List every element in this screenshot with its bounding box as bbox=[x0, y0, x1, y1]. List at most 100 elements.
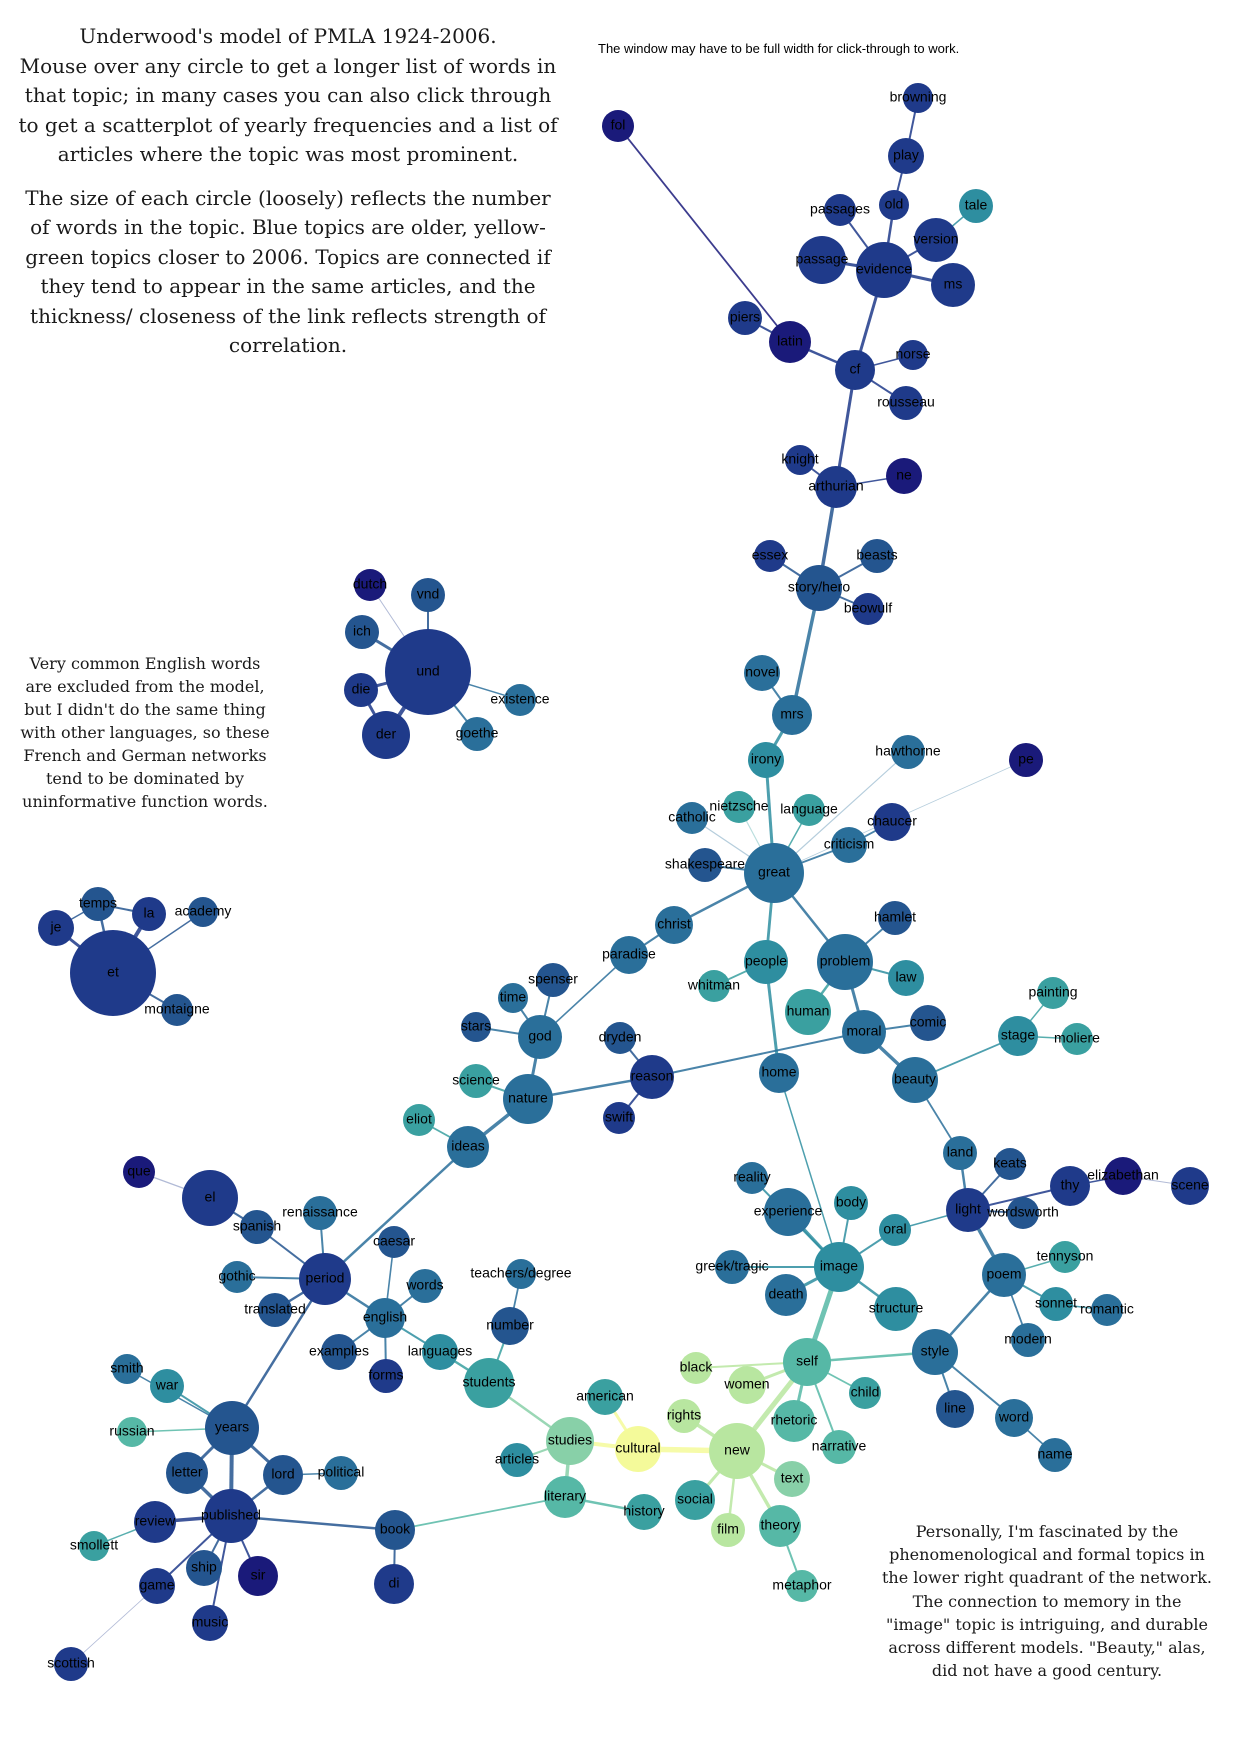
topic-circle[interactable] bbox=[824, 194, 856, 226]
topic-node-smith[interactable]: smith bbox=[110, 1354, 144, 1384]
topic-node-piers[interactable]: piers bbox=[728, 301, 762, 335]
topic-circle[interactable] bbox=[798, 236, 846, 284]
topic-node-time[interactable]: time bbox=[498, 983, 528, 1013]
topic-circle[interactable] bbox=[786, 1570, 818, 1602]
topic-circle[interactable] bbox=[744, 940, 788, 984]
topic-circle[interactable] bbox=[403, 1104, 435, 1136]
topic-node-experience[interactable]: experience bbox=[754, 1188, 823, 1236]
topic-node-beasts[interactable]: beasts bbox=[856, 539, 898, 573]
topic-circle[interactable] bbox=[903, 83, 933, 113]
topic-node-comic[interactable]: comic bbox=[910, 1005, 947, 1041]
topic-circle[interactable] bbox=[709, 1423, 765, 1479]
topic-node-elizabethan[interactable]: elizabethan bbox=[1087, 1157, 1159, 1195]
topic-node-students[interactable]: students bbox=[463, 1358, 516, 1408]
topic-circle[interactable] bbox=[615, 1426, 661, 1472]
topic-circle[interactable] bbox=[822, 1430, 856, 1464]
topic-node-version[interactable]: version bbox=[913, 218, 959, 262]
topic-node-examples[interactable]: examples bbox=[309, 1334, 369, 1370]
topic-circle[interactable] bbox=[374, 1564, 414, 1604]
topic-node-literary[interactable]: literary bbox=[544, 1476, 586, 1518]
topic-circle[interactable] bbox=[728, 301, 762, 335]
topic-circle[interactable] bbox=[931, 263, 975, 307]
topic-node-smollett[interactable]: smollett bbox=[70, 1531, 118, 1561]
topic-circle[interactable] bbox=[134, 1501, 176, 1543]
topic-node-keats[interactable]: keats bbox=[993, 1148, 1027, 1180]
topic-circle[interactable] bbox=[834, 1186, 868, 1220]
topic-circle[interactable] bbox=[1009, 743, 1043, 777]
topic-circle[interactable] bbox=[793, 794, 825, 826]
topic-node-game[interactable]: game bbox=[139, 1568, 175, 1604]
topic-node-gothic[interactable]: gothic bbox=[218, 1261, 256, 1293]
topic-node-sonnet[interactable]: sonnet bbox=[1035, 1287, 1077, 1321]
topic-circle[interactable] bbox=[772, 695, 812, 735]
topic-node-book[interactable]: book bbox=[375, 1510, 415, 1550]
topic-node-que[interactable]: que bbox=[123, 1156, 155, 1188]
topic-circle[interactable] bbox=[1061, 1023, 1093, 1055]
topic-circle[interactable] bbox=[263, 1455, 303, 1495]
topic-circle[interactable] bbox=[879, 1214, 911, 1246]
topic-circle[interactable] bbox=[676, 802, 708, 834]
topic-circle[interactable] bbox=[500, 1443, 534, 1477]
topic-circle[interactable] bbox=[959, 189, 993, 223]
topic-circle[interactable] bbox=[835, 350, 875, 390]
topic-node-published[interactable]: published bbox=[201, 1489, 261, 1543]
topic-circle[interactable] bbox=[912, 1329, 958, 1375]
topic-circle[interactable] bbox=[817, 934, 873, 990]
topic-node-studies[interactable]: studies bbox=[546, 1417, 594, 1465]
topic-node-play[interactable]: play bbox=[888, 138, 924, 174]
topic-node-rhetoric[interactable]: rhetoric bbox=[771, 1400, 818, 1442]
topic-node-renaissance[interactable]: renaissance bbox=[282, 1196, 358, 1230]
topic-node-rights[interactable]: rights bbox=[667, 1399, 701, 1433]
topic-circle[interactable] bbox=[299, 1253, 351, 1305]
topic-circle[interactable] bbox=[123, 1156, 155, 1188]
topic-circle[interactable] bbox=[785, 445, 815, 475]
topic-node-dryden[interactable]: dryden bbox=[599, 1022, 642, 1054]
topic-node-ms[interactable]: ms bbox=[931, 263, 975, 307]
topic-circle[interactable] bbox=[860, 539, 894, 573]
topic-node-norse[interactable]: norse bbox=[895, 340, 931, 370]
topic-node-period[interactable]: period bbox=[299, 1253, 351, 1305]
topic-circle[interactable] bbox=[186, 1550, 222, 1586]
topic-node-ich[interactable]: ich bbox=[345, 615, 379, 649]
topic-node-la[interactable]: la bbox=[132, 897, 166, 931]
topic-node-wordsworth[interactable]: wordsworth bbox=[986, 1197, 1059, 1229]
topic-node-evidence[interactable]: evidence bbox=[856, 242, 912, 298]
topic-circle[interactable] bbox=[783, 1338, 831, 1386]
topic-circle[interactable] bbox=[408, 1269, 442, 1303]
topic-node-greek-tragic[interactable]: greek/tragic bbox=[695, 1250, 769, 1284]
topic-node-russian[interactable]: russian bbox=[109, 1417, 155, 1447]
topic-circle[interactable] bbox=[765, 1274, 807, 1316]
topic-circle[interactable] bbox=[769, 321, 811, 363]
topic-circle[interactable] bbox=[831, 827, 867, 863]
topic-circle[interactable] bbox=[936, 1390, 974, 1428]
topic-node-paradise[interactable]: paradise bbox=[602, 936, 656, 974]
topic-node-forms[interactable]: forms bbox=[369, 1359, 404, 1393]
topic-node-eliot[interactable]: eliot bbox=[403, 1104, 435, 1136]
topic-node-pe[interactable]: pe bbox=[1009, 743, 1043, 777]
topic-circle[interactable] bbox=[544, 1476, 586, 1518]
topic-node-der[interactable]: der bbox=[362, 711, 410, 759]
topic-circle[interactable] bbox=[365, 1298, 405, 1338]
topic-node-arthurian[interactable]: arthurian bbox=[808, 466, 864, 508]
topic-node-reality[interactable]: reality bbox=[733, 1162, 771, 1194]
topic-circle[interactable] bbox=[603, 1102, 635, 1134]
topic-circle[interactable] bbox=[728, 1366, 766, 1404]
topic-circle[interactable] bbox=[38, 910, 74, 946]
topic-circle[interactable] bbox=[879, 190, 909, 220]
topic-circle[interactable] bbox=[773, 1400, 815, 1442]
topic-circle[interactable] bbox=[892, 1057, 938, 1103]
topic-node-di[interactable]: di bbox=[374, 1564, 414, 1604]
topic-node-new[interactable]: new bbox=[709, 1423, 765, 1479]
topic-circle[interactable] bbox=[182, 1170, 238, 1226]
topic-node-scottish[interactable]: scottish bbox=[47, 1647, 95, 1681]
topic-node-passages[interactable]: passages bbox=[810, 194, 870, 226]
topic-node-review[interactable]: review bbox=[134, 1501, 176, 1543]
topic-node-tale[interactable]: tale bbox=[959, 189, 993, 223]
topic-circle[interactable] bbox=[994, 1148, 1026, 1180]
topic-circle[interactable] bbox=[461, 1012, 491, 1042]
topic-node-image[interactable]: image bbox=[814, 1242, 864, 1292]
topic-node-christ[interactable]: christ bbox=[655, 906, 693, 944]
topic-node-el[interactable]: el bbox=[182, 1170, 238, 1226]
topic-node-black[interactable]: black bbox=[680, 1352, 714, 1384]
topic-circle[interactable] bbox=[1011, 1323, 1045, 1357]
